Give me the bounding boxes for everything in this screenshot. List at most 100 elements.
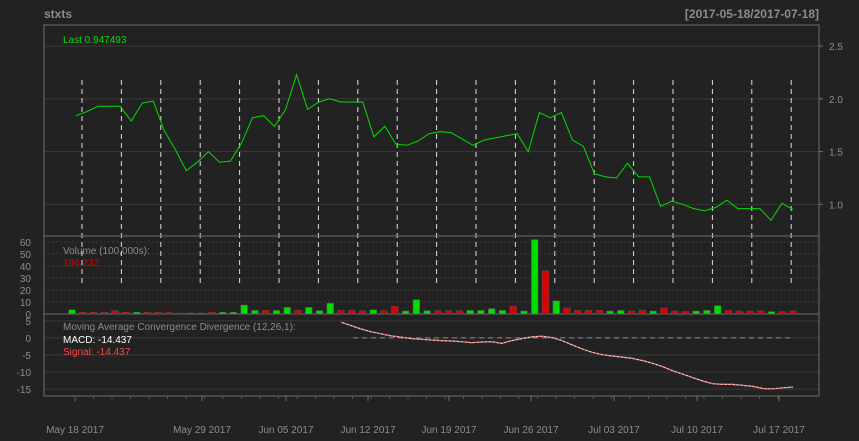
macd-value-label: MACD: -14.437 <box>63 335 132 346</box>
volume-bar <box>746 310 754 315</box>
volume-bar <box>767 311 776 315</box>
volume-bar <box>143 311 151 315</box>
volume-tick-label: 30 <box>20 274 32 285</box>
volume-bar <box>509 305 517 315</box>
volume-bar <box>154 311 162 315</box>
volume-bar <box>380 310 388 315</box>
price-tick-label: 1.5 <box>829 148 843 159</box>
x-tick-label: Jun 05 2017 <box>258 425 313 436</box>
volume-bar <box>541 270 550 315</box>
volume-tick-label: 60 <box>20 238 32 249</box>
volume-bar <box>552 300 560 315</box>
volume-bar <box>283 307 291 315</box>
price-tick-label: 2.5 <box>829 42 843 53</box>
x-tick-label: Jul 03 2017 <box>588 425 640 436</box>
volume-bar <box>627 310 636 315</box>
volume-bar <box>369 309 377 315</box>
volume-bar <box>563 307 571 315</box>
volume-bar <box>240 304 248 315</box>
volume-bar <box>165 311 173 315</box>
x-tick-label: Jun 19 2017 <box>421 425 476 436</box>
volume-bar <box>208 311 216 315</box>
volume-bar <box>778 311 786 315</box>
volume-bar <box>132 311 141 315</box>
x-tick-label: Jun 12 2017 <box>340 425 395 436</box>
volume-tick-label: 40 <box>20 262 32 273</box>
volume-bar <box>703 310 711 315</box>
x-tick-label: May 18 2017 <box>46 425 104 436</box>
price-last-label: Last 0.947493 <box>63 35 127 46</box>
macd-tick-label: 5 <box>25 317 31 328</box>
price-tick-label: 1.0 <box>829 200 843 211</box>
volume-tick-label: 50 <box>20 250 32 261</box>
volume-bar <box>100 311 108 315</box>
volume-bar <box>391 305 399 315</box>
volume-bar <box>358 310 367 315</box>
volume-bar <box>574 310 582 315</box>
volume-bar <box>757 310 765 315</box>
volume-bar <box>638 310 646 315</box>
volume-bar <box>445 310 453 315</box>
volume-bar <box>305 307 313 315</box>
x-tick-label: Jun 26 2017 <box>503 425 558 436</box>
macd-label: Moving Average Convergence Divergence (1… <box>63 322 296 333</box>
volume-bar <box>520 310 528 315</box>
volume-bar <box>724 310 733 315</box>
panel-border <box>43 313 820 397</box>
volume-bar <box>477 310 485 315</box>
volume-bar <box>595 310 603 315</box>
volume-bar <box>412 299 420 315</box>
volume-bar <box>337 310 345 315</box>
volume-bar <box>111 310 119 315</box>
volume-bar <box>466 310 474 315</box>
volume-bar <box>229 311 238 315</box>
volume-bar <box>68 309 76 315</box>
volume-bar <box>197 312 205 315</box>
volume-tick-label: 0 <box>25 310 31 321</box>
chart-title: stxts <box>44 7 72 21</box>
volume-tick-label: 10 <box>20 298 32 309</box>
volume-tick-label: 20 <box>20 286 32 297</box>
volume-bar <box>315 310 324 315</box>
volume-bar <box>176 312 184 315</box>
volume-bar <box>455 310 463 315</box>
x-tick-label: May 29 2017 <box>173 425 231 436</box>
volume-bar <box>498 310 507 315</box>
volume-bar <box>423 310 431 315</box>
volume-bar <box>402 310 410 315</box>
x-tick-label: Jul 17 2017 <box>753 425 805 436</box>
volume-bar <box>660 307 668 315</box>
volume-bar <box>326 302 334 315</box>
signal-value-label: Signal: -14.437 <box>63 347 131 358</box>
volume-bar <box>617 310 625 315</box>
volume-bar <box>186 312 194 315</box>
volume-bar <box>348 310 356 315</box>
volume-bar <box>122 311 130 315</box>
volume-bar <box>649 310 657 315</box>
volume-bar <box>219 311 227 315</box>
volume-label: Volume (100,000s): <box>63 246 150 257</box>
price-tick-label: 2.0 <box>829 95 843 106</box>
volume-bar <box>531 239 539 315</box>
volume-bar <box>488 308 496 315</box>
volume-bar <box>262 310 270 315</box>
volume-bar <box>79 311 87 315</box>
volume-bar <box>714 305 722 315</box>
volume-bar <box>584 310 593 315</box>
volume-bar <box>789 310 797 315</box>
price-series-line <box>75 72 794 222</box>
volume-last-label: 196,232 <box>63 258 100 269</box>
volume-bar <box>606 310 614 315</box>
volume-bar <box>294 310 302 315</box>
volume-bar <box>251 310 259 315</box>
volume-bar <box>272 310 281 315</box>
date-range: [2017-05-18/2017-07-18] <box>685 7 819 21</box>
signal-series-line <box>340 321 794 390</box>
volume-bar <box>434 310 442 315</box>
volume-bar <box>692 310 700 315</box>
volume-bar <box>671 310 679 315</box>
volume-bar <box>735 310 743 315</box>
volume-bar <box>89 311 98 315</box>
volume-bar <box>681 311 689 315</box>
